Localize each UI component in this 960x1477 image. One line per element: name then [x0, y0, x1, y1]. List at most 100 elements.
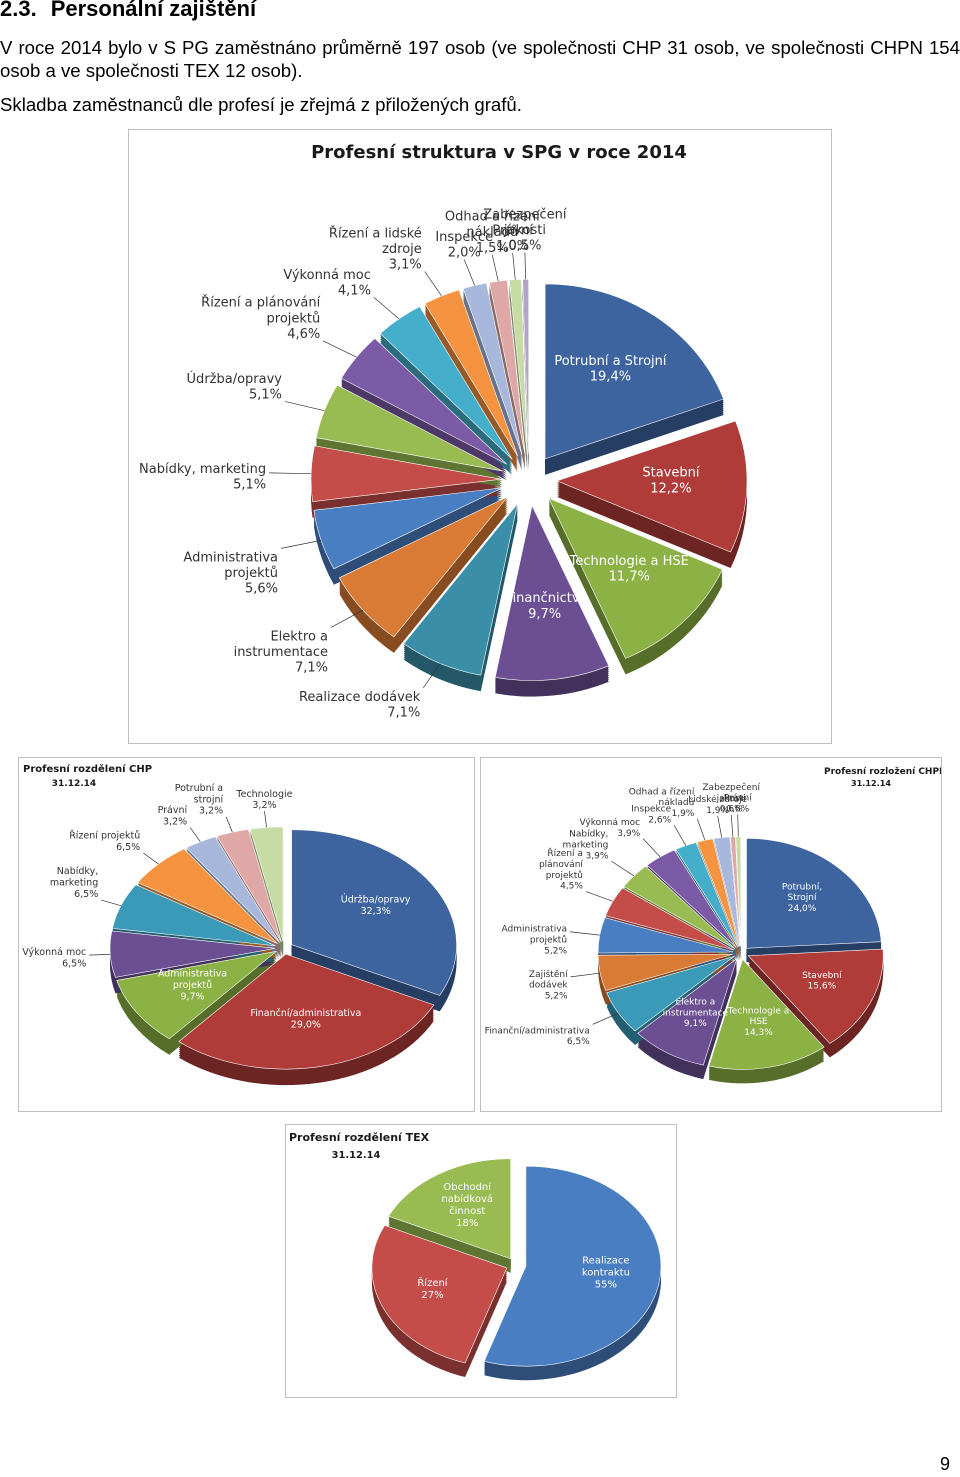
section-title: Personální zajištění: [50, 0, 257, 21]
leader-line: [269, 472, 312, 475]
pie-slice: [116, 951, 277, 1040]
pie-slice: [483, 1165, 662, 1367]
pie-slice: [597, 953, 734, 991]
slice-label: Výkonná moc 4,1%: [283, 268, 400, 320]
pie-slice: [371, 1225, 508, 1364]
slice-label: Řízení 27%: [417, 1276, 448, 1301]
pie-slice: [696, 838, 740, 947]
pie-slice: [747, 948, 884, 1044]
svg-text:Profesní rozložení CHPN: Profesní rozložení CHPN: [824, 767, 941, 777]
pie-slice: [746, 837, 882, 949]
leader-line: [143, 852, 159, 865]
leader-line: [642, 838, 661, 858]
pie-slice: [216, 828, 282, 943]
pie-slice: [249, 826, 284, 942]
pie-slice: [730, 836, 741, 947]
leader-line: [330, 609, 364, 628]
section-heading: 2.3. Personální zajištění: [0, 0, 256, 22]
slice-label: Řízení a plánování projektů 4,5%: [539, 848, 613, 902]
slice-label: Potrubní a strojní 3,2%: [175, 783, 233, 833]
leader-line: [570, 931, 600, 936]
pie-slice: [597, 917, 734, 954]
leader-line: [424, 271, 442, 297]
slice-label: Zabezpečení jakosti 0,6%: [702, 782, 760, 837]
pie-slice: [605, 887, 734, 951]
slice-label: Inspekce 2,0%: [435, 230, 493, 286]
slice-label: Technologie a HSE 11,7%: [569, 554, 689, 585]
leader-line: [189, 827, 201, 842]
slice-label: Administrativa projektů 9,7%: [158, 969, 227, 1003]
slice-label: Administrativa projektů 5,6%: [183, 540, 322, 597]
leader-line: [697, 818, 706, 841]
pie-slice-side: [489, 288, 526, 463]
pie-slice: [708, 958, 825, 1070]
pie-slice: [544, 283, 724, 460]
slice-label: Finančnictví 9,7%: [506, 591, 584, 622]
pie-slice: [548, 497, 723, 659]
slice-label: Technologie a HSE 14,3%: [727, 1006, 790, 1038]
leader-line: [730, 814, 734, 837]
pie-slice: [403, 503, 518, 676]
svg-text:31.12.14: 31.12.14: [332, 1150, 381, 1161]
chart-chpn-frame: Profesní rozložení CHPN 31.12.14 Potrubní,…: [480, 757, 942, 1112]
leader-line: [585, 891, 613, 902]
pie-slice: [388, 1158, 511, 1260]
svg-text:Profesní rozdělení CHP: Profesní rozdělení CHP: [23, 763, 152, 775]
pie-slice: [494, 504, 610, 681]
leader-line: [463, 259, 476, 286]
slice-label: Údržba/opravy 5,1%: [187, 371, 325, 412]
chart-spg-frame: Profesní struktura v SPG v roce 2014 Potr…: [128, 129, 832, 744]
leader-line: [611, 860, 635, 877]
pie-slice: [556, 420, 748, 553]
pie-slice-side: [489, 290, 526, 465]
pie-slice: [637, 957, 738, 1066]
leader-line: [284, 401, 325, 412]
slice-label: Právní 0,6%: [724, 794, 752, 837]
paragraph-employees: V roce 2014 bylo v S PG zaměstnáno průmě…: [0, 37, 960, 81]
leader-line: [225, 816, 233, 833]
slice-label: Řízení a plánování projektů 4,6%: [201, 295, 357, 358]
chart-title: Profesní struktura v SPG v roce 2014: [311, 142, 687, 163]
leader-line: [101, 899, 122, 907]
pie-slice: [310, 445, 502, 503]
pie-slice: [112, 884, 276, 947]
leader-line: [592, 1012, 619, 1025]
slice-label: Obchodní nabídková činnost 18%: [441, 1181, 493, 1229]
leader-line: [89, 953, 111, 956]
slice-label: Technologie 3,2%: [235, 789, 293, 828]
slice-label: Odhad a řízení nákladů 1,9%: [629, 787, 706, 841]
page-number: 9: [939, 1454, 950, 1474]
slice-label: Odhad a řízení nákladů 1,5%: [445, 210, 540, 282]
section-number: 2.3.: [0, 0, 37, 21]
pie-slice: [137, 848, 278, 944]
slice-label: Lidské zdroje 1,9%: [688, 794, 747, 838]
slice-label: Elektro a instrumentace 7,1%: [234, 609, 364, 676]
leader-line: [491, 254, 499, 282]
pie-slice: [646, 849, 737, 948]
slice-label: Realizace dodávek 7,1%: [299, 663, 441, 720]
leader-line: [280, 540, 322, 549]
